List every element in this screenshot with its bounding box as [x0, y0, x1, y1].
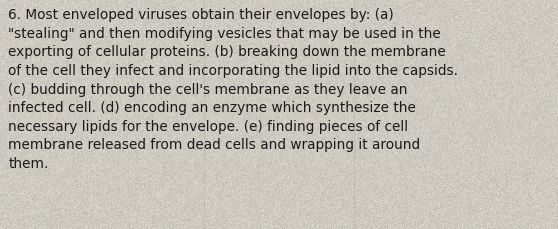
- Text: 6. Most enveloped viruses obtain their envelopes by: (a)
"stealing" and then mod: 6. Most enveloped viruses obtain their e…: [8, 8, 458, 170]
